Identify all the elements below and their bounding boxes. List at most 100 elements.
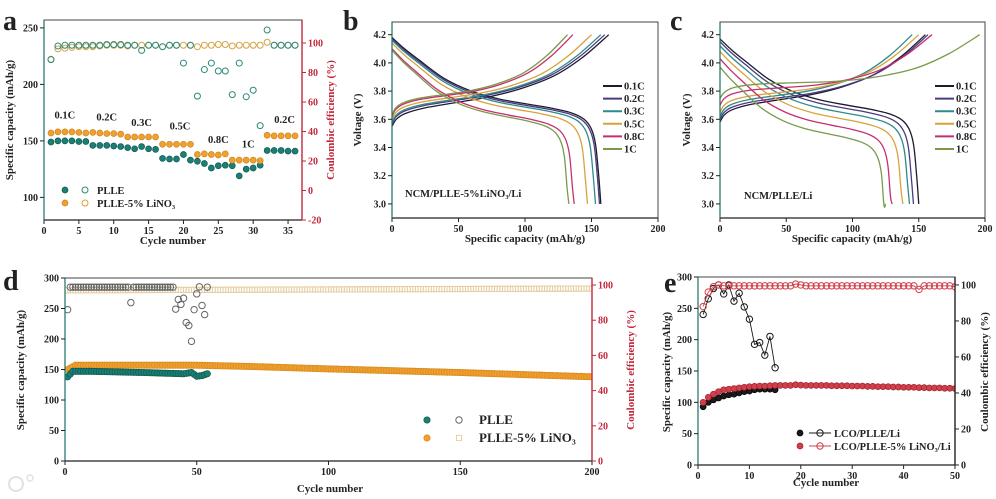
data-point (193, 290, 201, 298)
data-point (894, 282, 903, 290)
data-point (951, 385, 955, 392)
data-point (291, 147, 299, 155)
data-point (208, 151, 215, 158)
data-point (203, 370, 211, 378)
data-point (92, 283, 101, 291)
data-point (138, 143, 145, 150)
legend-filled-marker (61, 199, 69, 207)
data-point (54, 128, 62, 136)
data-point (69, 283, 77, 291)
data-point (277, 147, 285, 154)
y-tick-label: 3.2 (374, 171, 387, 182)
data-point (263, 131, 271, 139)
data-point (61, 44, 69, 52)
data-point (889, 282, 898, 290)
data-point (699, 302, 707, 311)
data-point (207, 59, 215, 67)
data-point (766, 282, 774, 290)
data-point (822, 282, 831, 290)
data-point (270, 147, 278, 154)
data-point (169, 283, 177, 291)
data-point (263, 147, 271, 154)
y-tick-label: 3.6 (374, 115, 387, 126)
panel-b: b 0 50 100 150 200 3.0 3.2 3.4 3.6 3.8 4.0 4.2 Specif… (343, 6, 666, 245)
data-point (843, 282, 851, 290)
data-point (131, 145, 138, 153)
data-point (284, 132, 292, 140)
series-line (702, 283, 955, 307)
legend-open-marker (455, 416, 463, 424)
data-point (899, 282, 908, 290)
data-point (177, 300, 185, 309)
watermark-circle (8, 476, 24, 492)
data-point (915, 285, 923, 294)
data-point (863, 282, 872, 290)
x-tick-label: 40 (899, 471, 909, 482)
y-tick-label: 150 (44, 365, 59, 376)
data-point (198, 301, 206, 310)
data-point (179, 41, 187, 49)
data-point (766, 332, 774, 341)
data-point (95, 283, 103, 291)
legend-filled-marker (423, 416, 431, 424)
x-tick-label: 0 (390, 224, 395, 235)
data-point (730, 282, 738, 290)
y2-tick-label: 40 (961, 388, 971, 399)
x-tick-label: 200 (651, 224, 666, 235)
data-point (98, 283, 106, 291)
data-point (180, 151, 187, 158)
data-point (802, 282, 810, 290)
y-tick-label: 250 (23, 23, 38, 34)
x-tick-label: 10 (109, 226, 119, 237)
discharge-curve-0.8C (392, 48, 575, 204)
y2-tick-label: 80 (308, 68, 318, 79)
x-tick-label: 0 (696, 471, 701, 482)
data-point (256, 122, 264, 130)
data-point (869, 282, 877, 290)
series-plle-5-lino-discharge-capacity (47, 128, 299, 165)
panel-d: d0 50 100 150 200050100150200250300020406080… (3, 266, 637, 495)
y-tick-label: 3.4 (702, 143, 715, 154)
data-point (110, 130, 118, 137)
plot-frame (719, 21, 986, 219)
data-point (249, 86, 257, 94)
data-point (249, 156, 257, 164)
rate-annotation: 0.5C (170, 122, 191, 133)
y-tick-label: 100 (44, 396, 59, 407)
panel-e: e0 10 20 30 40 500501001502002503000204060801… (661, 268, 991, 489)
data-point (750, 340, 759, 349)
data-point (270, 41, 278, 49)
x-tick-label: 20 (178, 226, 188, 237)
y2-tick-label: 20 (308, 157, 318, 168)
x-tick-label: 200 (585, 467, 600, 478)
x-axis-title: Cycle number (297, 483, 363, 495)
data-point (65, 305, 72, 314)
x-tick-label: 150 (453, 467, 468, 478)
legend-label: 0.2C (956, 94, 977, 105)
y2-axis-title: Coulombic efficiency (%) (325, 60, 337, 180)
data-point (200, 66, 208, 74)
legend-filled-marker (796, 429, 804, 437)
data-point (771, 282, 779, 290)
data-point (171, 305, 180, 313)
legend-label: 0.1C (956, 82, 977, 93)
panel-letter: d (3, 266, 19, 297)
data-point (89, 129, 97, 136)
data-point (270, 132, 278, 140)
data-point (106, 283, 114, 291)
data-point (827, 282, 836, 290)
data-point (68, 43, 76, 51)
data-point (745, 282, 754, 290)
legend-open-marker (81, 199, 89, 207)
legend-label: 0.5C (956, 119, 977, 130)
y-tick-label: 0 (687, 461, 692, 472)
legend-label: PLLE-5% LiNO₃ (479, 430, 576, 445)
watermark-dot (26, 474, 34, 482)
discharge-curve-0.8C (720, 58, 893, 205)
data-point (124, 144, 132, 152)
data-point (194, 151, 201, 158)
data-point (755, 338, 764, 347)
panel-c: c 0 50 100 150 200 3.0 3.2 3.4 3.6 3.8 4.0 4.2 Specif… (670, 6, 993, 245)
charge-curve-0.8C (392, 34, 574, 117)
y2-axis-title: Coulombic efficiency (%) (625, 310, 637, 430)
